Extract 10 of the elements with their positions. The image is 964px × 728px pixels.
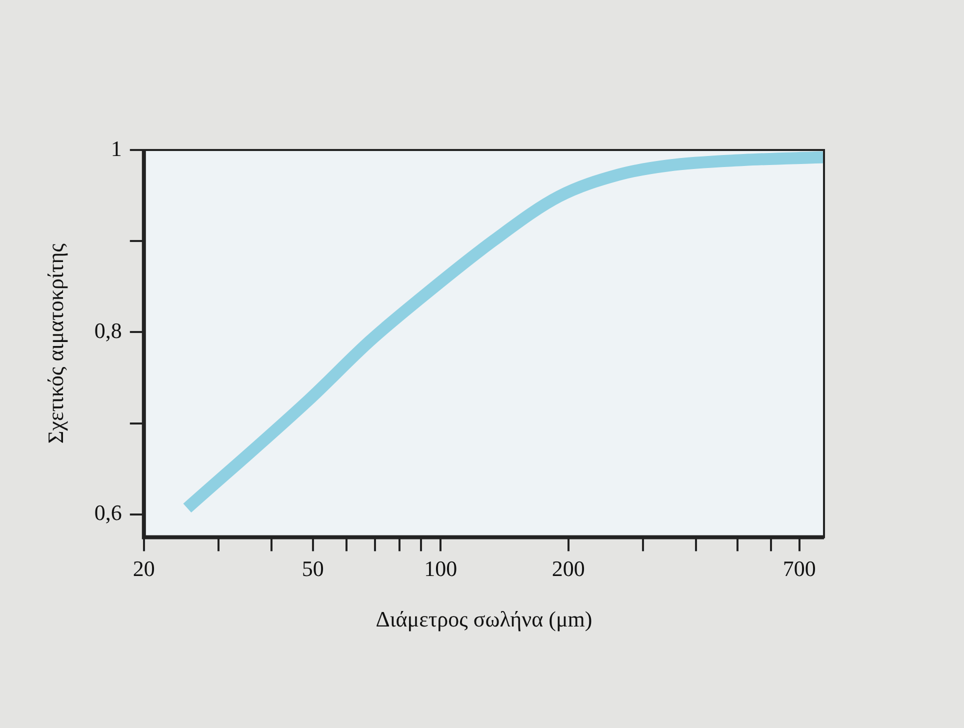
y-axis-title: Σχετικός αιματοκρίτης (42, 243, 68, 444)
x-tick-label: 100 (424, 556, 458, 582)
x-tick-label: 200 (552, 556, 585, 582)
x-tick-label: 50 (302, 556, 324, 582)
x-tick-label: 700 (782, 556, 816, 582)
y-tick-label: 1 (110, 136, 122, 161)
x-axis-title: Διάμετρος σωλήνα (μm) (376, 606, 592, 632)
x-tick-label: 20 (132, 556, 155, 582)
y-tick-label: 0,8 (94, 318, 122, 343)
y-tick-label: 0,6 (94, 500, 122, 526)
